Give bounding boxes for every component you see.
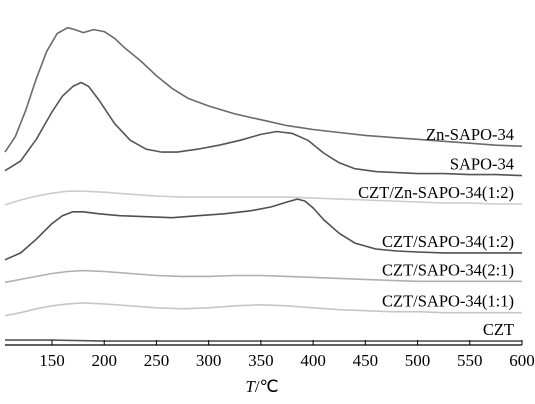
series-line-czt-zn-sapo-34-1-2: [4, 190, 522, 206]
series-layer: [4, 26, 523, 342]
series-label-czt-sapo-34-2-1: CZT/SAPO-34(2:1): [382, 260, 514, 279]
x-tick-label-450: 450: [353, 351, 379, 370]
series-label-layer: Zn-SAPO-34 SAPO-34 CZT/Zn-SAPO-34(1:2) CZT/…: [358, 125, 514, 339]
x-axis-unit: /℃: [255, 377, 279, 396]
x-axis-var: T: [245, 377, 256, 396]
x-tick-label-550: 550: [457, 351, 483, 370]
x-tick-label-200: 200: [91, 351, 117, 370]
series-label-czt-zn-sapo-34-1-2: CZT/Zn-SAPO-34(1:2): [358, 183, 514, 202]
series-line-czt-sapo-34-1-1: [4, 302, 522, 317]
series-label-czt: CZT: [483, 320, 514, 339]
series-line-czt-sapo-34-2-1: [4, 269, 522, 284]
series-label-zn-sapo-34: Zn-SAPO-34: [426, 125, 514, 144]
x-tick-label-150: 150: [39, 351, 65, 370]
series-line-czt-sapo-34-1-2: [4, 198, 522, 261]
x-tick-label-300: 300: [196, 351, 222, 370]
series-line-czt: [5, 339, 522, 342]
series-label-czt-sapo-34-1-1: CZT/SAPO-34(1:1): [382, 292, 514, 311]
x-tick-label-400: 400: [300, 351, 326, 370]
x-axis: 150 200 250 300 350 400 450 500 550 600: [5, 340, 535, 370]
series-label-czt-sapo-34-1-2: CZT/SAPO-34(1:2): [382, 232, 514, 251]
series-line-sapo-34: [4, 81, 523, 177]
series-line-zn-sapo-34: [4, 26, 523, 153]
x-tick-label-500: 500: [405, 351, 431, 370]
x-tick-label-350: 350: [248, 351, 274, 370]
series-label-sapo-34: SAPO-34: [450, 155, 514, 174]
x-axis-title: T/℃: [245, 377, 278, 396]
x-tick-label-250: 250: [144, 351, 170, 370]
x-tick-label-600: 600: [509, 351, 535, 370]
